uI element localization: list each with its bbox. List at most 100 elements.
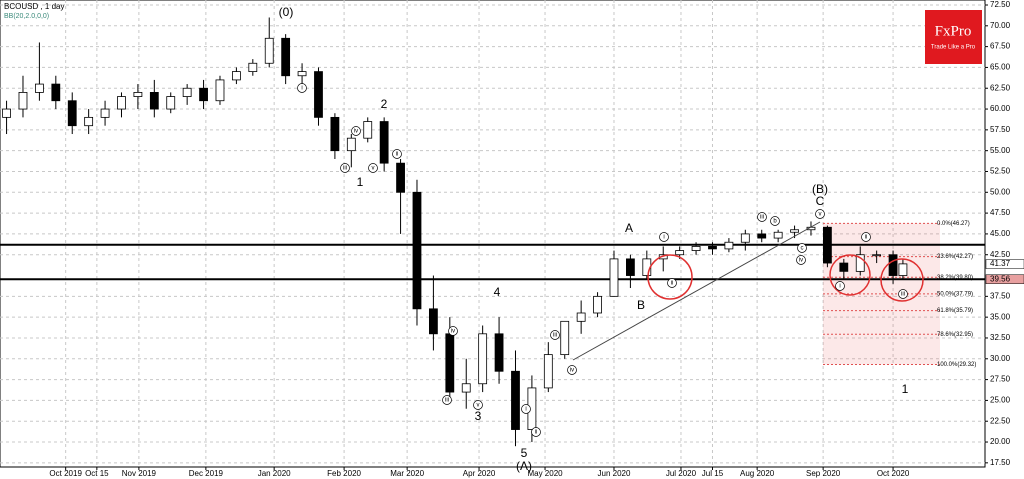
wave-circle <box>757 212 767 222</box>
wave-label: C <box>816 194 825 208</box>
price-label: 41.37 <box>990 259 1011 268</box>
candle-body <box>855 254 865 272</box>
candle-body <box>231 71 241 81</box>
y-tick-label: 62.50 <box>990 83 1011 92</box>
candle-body <box>330 116 340 152</box>
minor-wave-label: i <box>525 407 526 413</box>
candle-body <box>724 241 734 250</box>
wave-circle <box>448 326 458 336</box>
wave-label: (B) <box>812 182 828 196</box>
fib-label: 23.6%(42.27) <box>937 254 973 260</box>
candle-body <box>478 333 488 385</box>
candle-body <box>658 254 668 260</box>
minor-wave-label: i <box>663 235 664 241</box>
wave-circle <box>667 278 677 288</box>
price-label: 39.56 <box>990 274 1011 283</box>
fib-label: 38.2%(39.80) <box>937 275 973 281</box>
fib-label: 100.0%(29.32) <box>937 362 976 368</box>
y-tick-label: 22.50 <box>990 416 1011 425</box>
x-tick-label: Mar 2020 <box>390 469 424 478</box>
y-tick-label: 60.00 <box>990 104 1011 113</box>
y-tick-label: 55.00 <box>990 146 1011 155</box>
minor-wave-label: ii <box>396 152 399 158</box>
candle-body <box>839 262 849 272</box>
candle-body <box>396 162 405 193</box>
y-tick-label: 67.50 <box>990 42 1011 51</box>
x-tick-label: Oct 2019 <box>49 469 82 478</box>
minor-wave-label: ii <box>865 235 868 241</box>
candle-body <box>363 121 373 139</box>
x-tick-label: Sep 2020 <box>806 469 841 478</box>
fib-label: 61.8%(35.79) <box>937 308 973 314</box>
candle-body <box>2 108 11 118</box>
price-tag <box>985 274 1024 284</box>
candle-body <box>511 370 520 430</box>
candle-body <box>494 333 504 372</box>
wave-circle <box>550 330 560 340</box>
candle-body <box>18 92 28 110</box>
circle <box>647 254 693 300</box>
y-tick-label: 72.50 <box>990 0 1011 9</box>
wave-label: 5 <box>521 446 528 460</box>
y-tick-label: 25.00 <box>990 396 1011 405</box>
candle-body <box>576 312 586 322</box>
candle-body <box>51 83 61 102</box>
y-tick-label: 32.50 <box>990 333 1011 342</box>
wave-circle <box>368 163 378 173</box>
candle-body <box>412 191 422 310</box>
candle-body <box>898 263 908 276</box>
candle-body <box>314 71 323 118</box>
candle-body <box>461 383 471 393</box>
minor-wave-label: iii <box>343 166 347 172</box>
candle-body <box>708 246 717 250</box>
y-tick-label: 42.50 <box>990 250 1011 259</box>
wave-label: 1 <box>357 175 364 189</box>
x-tick-label: Nov 2019 <box>122 469 157 478</box>
minor-wave-label: v <box>372 166 375 172</box>
candle-body <box>182 87 192 97</box>
minor-wave-label: iii <box>760 215 764 221</box>
fib-label: 78.6%(32.95) <box>937 332 973 338</box>
candle-body <box>790 229 799 233</box>
x-tick-label: Apr 2020 <box>463 469 496 478</box>
wave-circle <box>861 232 871 242</box>
y-tick-label: 27.50 <box>990 375 1011 384</box>
candle-body <box>609 258 619 297</box>
logo <box>925 10 982 64</box>
circle <box>829 254 871 296</box>
x-tick-label: Oct 15 <box>85 469 109 478</box>
wave-label: 2 <box>381 97 388 111</box>
minor-wave-label: b <box>773 219 777 225</box>
candle-body <box>543 354 553 389</box>
candle-body <box>215 79 225 102</box>
minor-wave-label: i <box>839 284 840 290</box>
candle-body <box>297 71 307 77</box>
wave-circle <box>297 83 307 93</box>
wave-circle <box>835 281 845 291</box>
y-tick-label: 47.50 <box>990 208 1011 217</box>
candle-body <box>593 295 602 314</box>
candle-body <box>445 333 455 393</box>
y-tick-label: 70.00 <box>990 21 1011 30</box>
trend-line <box>572 221 821 361</box>
wave-circle <box>815 209 825 219</box>
y-tick-label: 20.00 <box>990 437 1011 446</box>
minor-wave-label: ii <box>535 430 538 436</box>
candle-body <box>888 254 898 276</box>
wave-circle <box>442 395 452 405</box>
candle-body <box>84 116 94 127</box>
wave-circle <box>797 243 807 253</box>
indicator-label: BB(20,2.0,0,0) <box>4 13 49 20</box>
candle-body <box>67 100 77 127</box>
x-tick-label: Jun 2020 <box>598 469 631 478</box>
x-tick-label: Aug 2020 <box>740 469 775 478</box>
wave-label: 3 <box>475 409 482 423</box>
candle-body <box>560 320 570 356</box>
candle-body <box>264 37 274 64</box>
candle-body <box>428 308 438 335</box>
price-tag <box>985 259 1024 269</box>
minor-wave-label: iii <box>553 333 557 339</box>
wave-circle <box>521 404 531 414</box>
minor-wave-label: v <box>477 403 480 409</box>
